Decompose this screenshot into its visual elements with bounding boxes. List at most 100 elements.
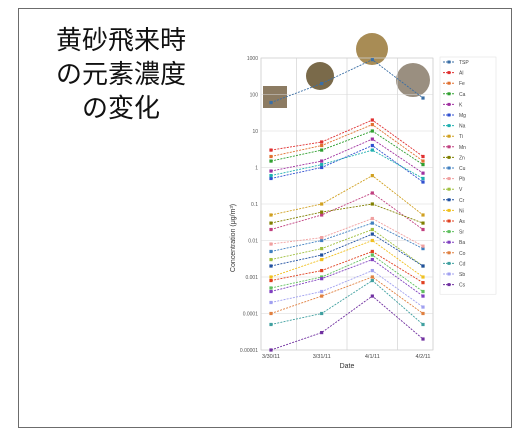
series-point <box>370 232 374 236</box>
x-tick-label: 4/2/11 <box>416 354 431 360</box>
legend-swatch-marker <box>447 113 451 117</box>
series-point <box>421 305 425 309</box>
series-point <box>269 278 273 283</box>
series-line <box>270 192 424 230</box>
y-tick-label: 1000 <box>247 56 258 62</box>
series-point <box>269 227 273 232</box>
series-point <box>421 180 425 184</box>
legend-label: Cr <box>459 198 465 204</box>
series-point <box>370 275 374 279</box>
chart-legend: TSP Al Fe Ca K Mg Na Ti Mn Zn Cu Pb V Cr Ni As Sr Ba Co Cd S… <box>439 56 497 295</box>
legend-label: Co <box>459 251 466 257</box>
series-point <box>269 348 273 352</box>
slide-title: 黄砂飛来時 の元素濃度 の変化 <box>36 24 206 126</box>
legend-swatch-marker <box>447 102 451 106</box>
legend-label: Ba <box>459 240 465 246</box>
legend-swatch-marker <box>447 261 451 265</box>
series-point <box>269 221 273 225</box>
series-point <box>421 159 425 163</box>
series-point <box>269 249 273 254</box>
series-point <box>269 311 273 316</box>
series-line <box>270 270 424 308</box>
legend-label: Ni <box>459 208 464 214</box>
x-tick-label: 3/31/11 <box>313 354 331 360</box>
y-tick-label: 10 <box>252 129 258 135</box>
series-line <box>270 254 424 292</box>
y-tick-label: 0.0001 <box>243 312 259 318</box>
series-point <box>421 176 425 181</box>
series-point <box>269 148 273 152</box>
series-point <box>421 281 425 285</box>
series-point <box>370 173 374 178</box>
series-line <box>270 119 424 157</box>
series-point <box>421 337 425 341</box>
series-line <box>270 218 424 247</box>
series-point <box>421 322 425 327</box>
legend-label: Mg <box>459 113 466 119</box>
filter-photo-4-disc <box>396 63 430 97</box>
series-point <box>269 169 273 173</box>
legend-swatch-marker <box>447 166 451 170</box>
series-point <box>320 159 324 163</box>
series-point <box>421 311 425 316</box>
series-point <box>320 143 324 148</box>
series-point <box>269 275 273 279</box>
series-point <box>370 202 374 206</box>
legend-label: Cs <box>459 283 466 289</box>
series-point <box>320 268 324 273</box>
series-point <box>320 277 324 281</box>
legend-swatch-marker <box>447 198 451 202</box>
series-point <box>320 202 324 206</box>
series-line <box>270 222 424 252</box>
series-point <box>320 330 324 335</box>
series-point <box>269 176 273 181</box>
slide-title-line-2: の元素濃度 <box>55 60 186 90</box>
series-point <box>370 294 374 298</box>
chart-y-ticks: 1000 100 10 1 0.1 0.01 0.001 0.0001 0.00001 <box>240 56 258 354</box>
series-point <box>320 257 324 262</box>
series-point <box>370 129 374 133</box>
filter-photo-3-disc <box>356 33 388 65</box>
filter-photo-1 <box>263 86 287 108</box>
series-point <box>320 294 324 298</box>
legend-swatch-marker <box>447 219 451 223</box>
series-point <box>370 137 374 141</box>
series-point <box>370 221 374 225</box>
series-point <box>320 246 324 251</box>
chart-x-axis-label: Date <box>340 363 355 370</box>
legend-swatch-marker <box>447 124 451 128</box>
series-line <box>270 138 424 174</box>
legend-swatch-marker <box>447 71 451 75</box>
series-point <box>320 213 324 217</box>
series-point <box>269 289 273 294</box>
legend-label: K <box>459 102 463 108</box>
series-point <box>320 163 324 167</box>
legend-swatch-marker <box>447 134 451 138</box>
legend-swatch-marker <box>447 283 451 287</box>
legend-label: V <box>459 187 463 193</box>
series-point <box>421 171 425 175</box>
series-line <box>270 233 424 267</box>
legend-label: Sb <box>459 272 465 278</box>
y-tick-label: 0.00001 <box>240 348 258 354</box>
series-point <box>269 300 273 305</box>
series-point <box>370 148 374 152</box>
legend-label: Cu <box>459 166 466 172</box>
series-line <box>270 276 424 314</box>
legend-swatch-marker <box>447 272 451 276</box>
series-line <box>270 175 424 216</box>
series-point <box>320 253 324 257</box>
legend-swatch-marker <box>447 177 451 181</box>
series-line <box>270 149 424 179</box>
series-point <box>370 278 374 283</box>
series-point <box>320 275 324 279</box>
series-line <box>270 145 424 183</box>
x-tick-label: 4/1/11 <box>365 354 380 360</box>
legend-label: As <box>459 219 465 225</box>
series-point <box>421 213 425 217</box>
legend-label: Mn <box>459 145 466 151</box>
legend-swatch-marker <box>447 92 451 96</box>
legend-swatch-marker <box>447 251 451 255</box>
series-point <box>269 286 273 290</box>
series-point <box>320 165 324 170</box>
